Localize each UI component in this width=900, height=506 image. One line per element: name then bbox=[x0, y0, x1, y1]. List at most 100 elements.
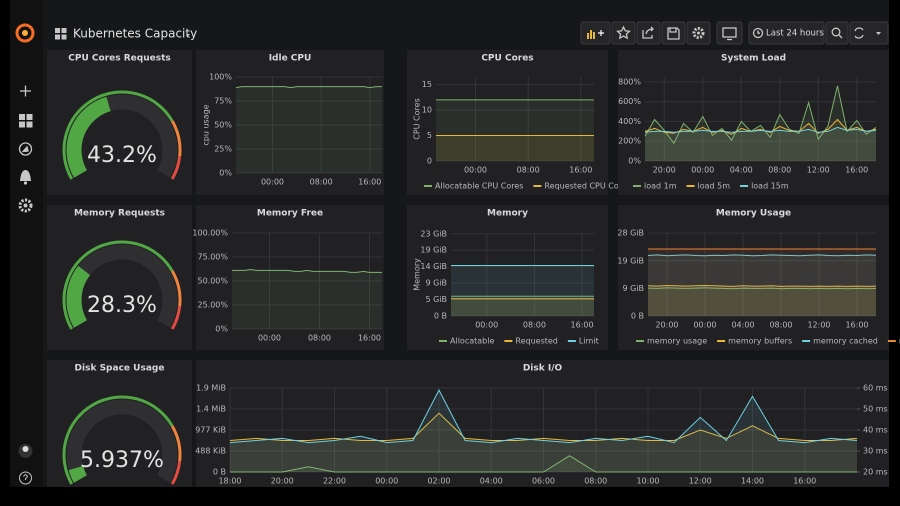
config-icon[interactable] bbox=[18, 198, 33, 213]
time-picker[interactable]: Last 24 hours bbox=[748, 21, 825, 45]
series-area bbox=[436, 99, 594, 161]
y-tick-label: 19 GiB bbox=[617, 256, 644, 265]
series-line bbox=[235, 86, 382, 89]
y-tick-label: 75.00% bbox=[197, 253, 228, 262]
x-tick-label: 02:00 bbox=[427, 477, 450, 486]
x-tick-label: 00:00 bbox=[475, 321, 498, 330]
x-tick-label: 20:00 bbox=[655, 321, 678, 330]
legend-label: memory free bbox=[899, 337, 900, 346]
x-tick-label: 06:00 bbox=[532, 477, 555, 486]
y-tick-label: 1.9 MiB bbox=[196, 384, 226, 393]
legend-label: load 15m bbox=[751, 182, 789, 191]
y-tick-label: 15 bbox=[422, 80, 432, 89]
series-area bbox=[451, 298, 594, 316]
gauge-value-label: 28.3% bbox=[87, 293, 157, 318]
series-area bbox=[436, 135, 594, 161]
x-tick-label: 16:00 bbox=[845, 321, 868, 330]
series-area bbox=[230, 390, 857, 472]
star-button[interactable] bbox=[611, 21, 636, 45]
add-panel-button[interactable] bbox=[580, 21, 611, 45]
x-tick-label: 00:00 bbox=[375, 477, 398, 486]
y-tick-label: 0 B bbox=[213, 468, 226, 477]
panel-title: Memory Requests bbox=[74, 209, 165, 219]
tv-mode-button[interactable] bbox=[716, 21, 743, 45]
series-line bbox=[647, 254, 877, 257]
dashboard-switcher-icon[interactable] bbox=[55, 28, 67, 40]
y-tick-label: 0 B bbox=[631, 312, 644, 321]
gauge-value bbox=[66, 265, 91, 328]
save-button[interactable] bbox=[661, 21, 686, 45]
time-range[interactable]: Last 24 hours bbox=[766, 29, 824, 39]
series-area bbox=[645, 127, 876, 161]
y-tick-label: 10 bbox=[422, 106, 432, 115]
gauge-threshold bbox=[170, 270, 182, 307]
x-tick-label: 04:00 bbox=[480, 477, 503, 486]
y-tick-label: 1.4 MiB bbox=[196, 404, 226, 413]
panel bbox=[196, 360, 889, 487]
legend-label: Requested CPU Cores bbox=[544, 182, 631, 191]
series-area bbox=[648, 285, 876, 316]
y-tick-label: 0 B bbox=[434, 312, 447, 321]
y-tick-label: 25% bbox=[214, 145, 232, 154]
y-tick-label: 800% bbox=[618, 77, 641, 86]
legend-label: load 1m bbox=[644, 182, 677, 191]
series-area bbox=[648, 287, 876, 316]
series-area bbox=[648, 249, 876, 316]
gauge-value-label: 43.2% bbox=[87, 143, 157, 168]
y2-tick-label: 20 ms bbox=[863, 468, 888, 477]
x-tick-label: 00:00 bbox=[261, 178, 284, 187]
dashboard-title[interactable]: Kubernetes Capacity bbox=[73, 27, 197, 41]
panel bbox=[196, 205, 384, 350]
y-tick-label: 977 KiB bbox=[195, 425, 226, 434]
dashboards-icon[interactable] bbox=[19, 114, 33, 128]
x-tick-label: 12:00 bbox=[689, 477, 712, 486]
panel-title: Memory Free bbox=[257, 209, 323, 219]
y-tick-label: 0% bbox=[215, 325, 228, 334]
y-tick-label: 0 bbox=[427, 157, 432, 166]
y-tick-label: 14 GiB bbox=[420, 262, 447, 271]
y-axis-label: CPU Cores bbox=[413, 98, 422, 140]
series-area bbox=[645, 85, 876, 161]
panel bbox=[196, 50, 384, 195]
y-tick-label: 50% bbox=[214, 121, 232, 130]
title-caret[interactable] bbox=[186, 34, 190, 37]
x-tick-label: 04:00 bbox=[730, 166, 753, 175]
x-tick-label: 00:00 bbox=[258, 334, 281, 343]
y2-tick-label: 30 ms bbox=[863, 447, 888, 456]
y-tick-label: 5 bbox=[427, 131, 432, 140]
panel-title: Disk I/O bbox=[523, 364, 563, 374]
grafana-logo[interactable] bbox=[15, 23, 35, 43]
x-tick-label: 00:00 bbox=[691, 166, 714, 175]
user-avatar[interactable] bbox=[18, 444, 33, 458]
gauge-threshold bbox=[170, 120, 182, 157]
y-axis-label: Memory bbox=[413, 258, 422, 291]
share-button[interactable] bbox=[636, 21, 661, 45]
series-line bbox=[230, 455, 857, 473]
legend-label: Requested bbox=[515, 337, 558, 346]
refresh-button[interactable] bbox=[849, 21, 889, 45]
gauge-value bbox=[66, 96, 111, 178]
series-area bbox=[648, 254, 876, 316]
legend-label: Limit bbox=[579, 337, 599, 346]
explore-icon[interactable] bbox=[18, 142, 33, 156]
x-tick-label: 18:00 bbox=[218, 477, 241, 486]
legend-label: memory usage bbox=[647, 337, 707, 346]
settings-button[interactable] bbox=[686, 21, 711, 45]
x-tick-label: 12:00 bbox=[807, 166, 830, 175]
x-tick-label: 16:00 bbox=[571, 321, 594, 330]
create-icon[interactable] bbox=[20, 85, 31, 97]
legend-label: memory buffers bbox=[728, 337, 792, 346]
alerting-icon[interactable] bbox=[20, 170, 31, 185]
y-tick-label: 23 GiB bbox=[420, 229, 447, 238]
x-tick-label: 08:00 bbox=[308, 334, 331, 343]
panel-title: CPU Cores bbox=[481, 54, 533, 64]
series-line bbox=[644, 126, 877, 133]
x-tick-label: 16:00 bbox=[569, 166, 592, 175]
y-tick-label: 5 GiB bbox=[425, 295, 447, 304]
panel bbox=[618, 50, 889, 195]
series-line bbox=[229, 412, 858, 441]
help-icon[interactable] bbox=[19, 471, 32, 485]
zoom-out-button[interactable] bbox=[825, 21, 849, 45]
sidebar bbox=[10, 0, 43, 487]
x-tick-label: 16:00 bbox=[358, 178, 381, 187]
